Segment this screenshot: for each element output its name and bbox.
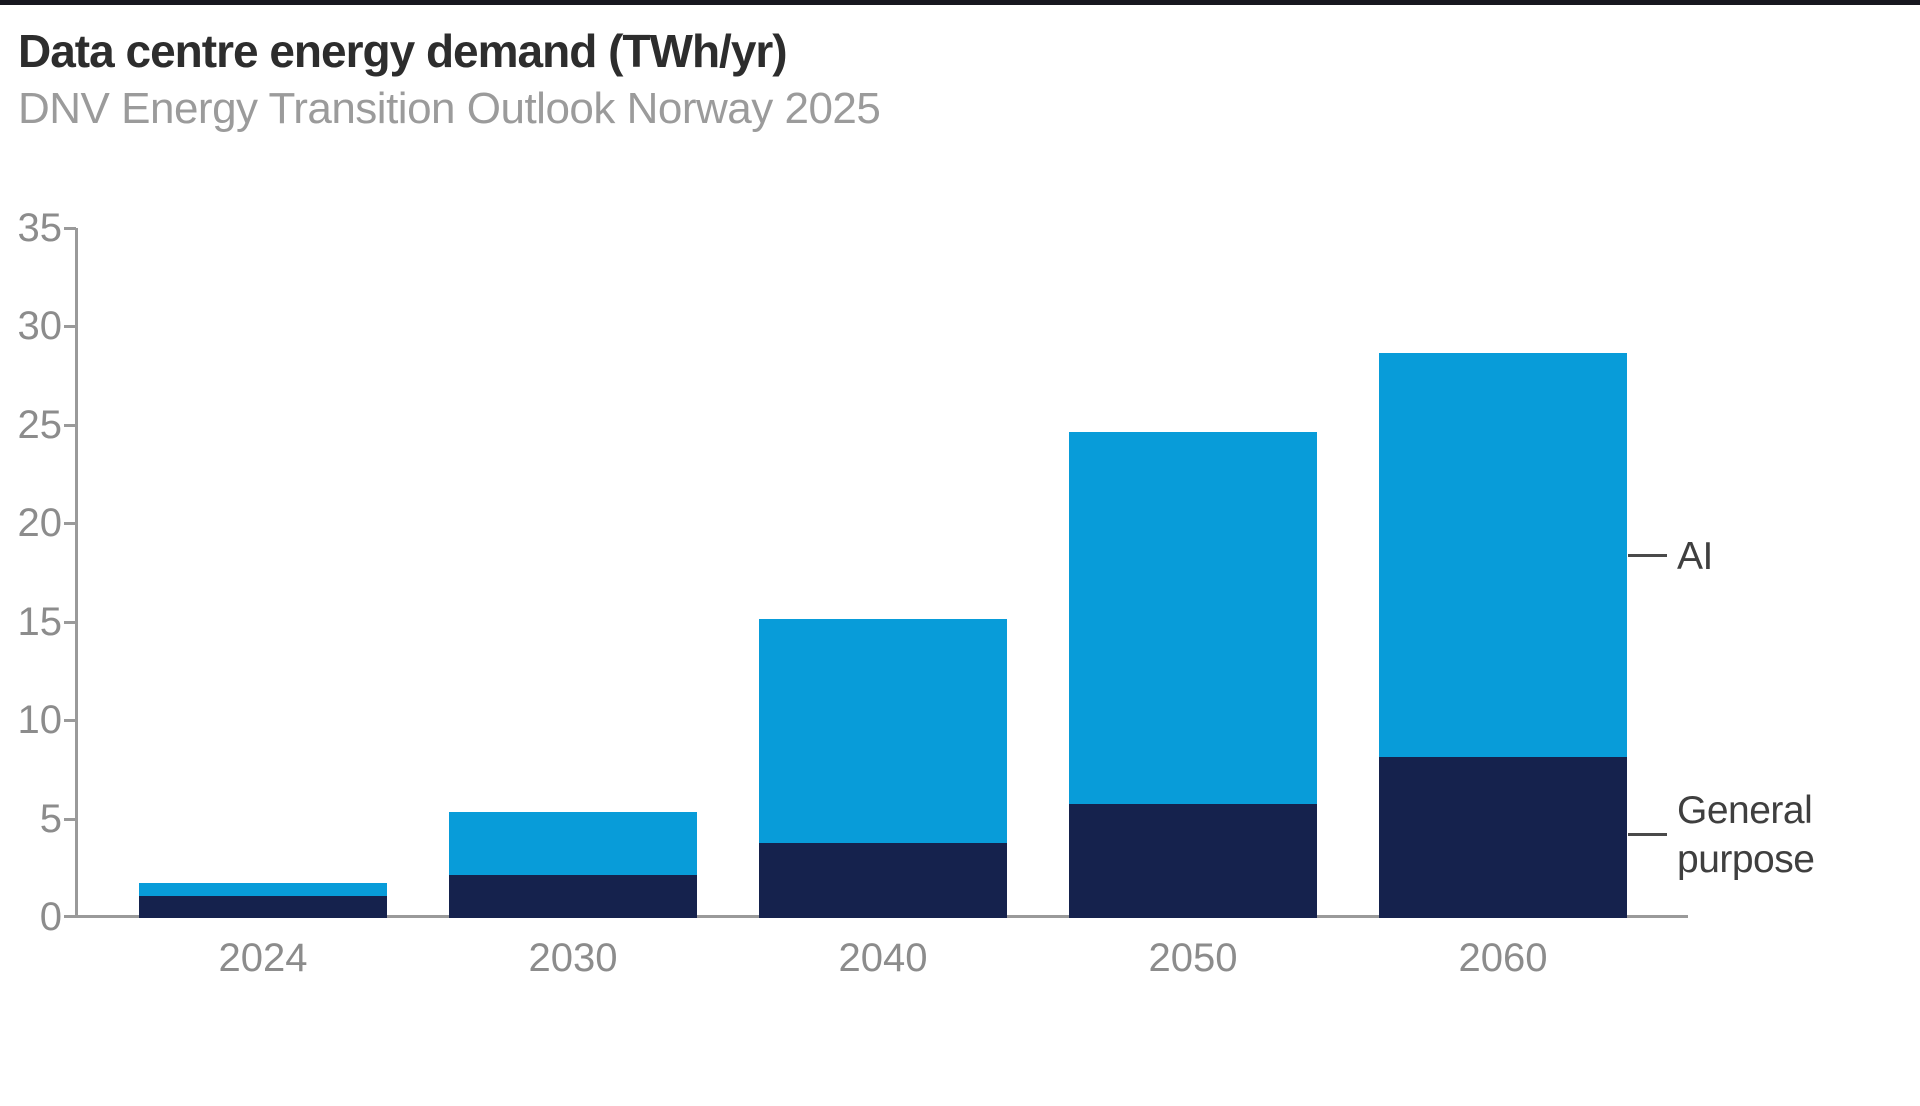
y-axis-tick bbox=[64, 522, 76, 526]
bar-segment-ai-2060 bbox=[1379, 353, 1627, 757]
legend-label-general-purpose: General purpose bbox=[1677, 789, 1815, 881]
y-axis-tick-label: 0 bbox=[39, 895, 62, 939]
y-axis-tick bbox=[64, 227, 76, 230]
bar-segment-ai-2040 bbox=[759, 618, 1007, 844]
top-accent-bar bbox=[0, 0, 1920, 5]
bar-segment-ai-2024 bbox=[139, 882, 387, 897]
y-axis-tick bbox=[64, 719, 76, 723]
general-purpose-leader-line bbox=[1628, 833, 1667, 836]
y-axis-tick bbox=[64, 620, 76, 624]
x-axis-label-2030: 2030 bbox=[528, 936, 618, 980]
bar-segment-general-purpose-2060 bbox=[1379, 756, 1627, 918]
ai-leader-line bbox=[1628, 554, 1667, 557]
x-axis-label-2060: 2060 bbox=[1458, 936, 1548, 980]
page-title: Data centre energy demand (TWh/yr) bbox=[18, 25, 788, 77]
y-axis-tick-label: 30 bbox=[17, 304, 63, 349]
y-axis-line bbox=[75, 228, 78, 918]
x-axis-label-2040: 2040 bbox=[838, 936, 928, 980]
x-axis-label-2050: 2050 bbox=[1148, 936, 1238, 980]
y-axis-tick bbox=[64, 817, 76, 821]
x-axis-label-2024: 2024 bbox=[218, 936, 308, 980]
page-subtitle: DNV Energy Transition Outlook Norway 202… bbox=[18, 84, 881, 133]
bar-segment-ai-2030 bbox=[449, 811, 697, 875]
y-axis-tick-label: 20 bbox=[17, 501, 63, 546]
y-axis-tick-label: 15 bbox=[17, 599, 63, 644]
y-axis-tick bbox=[64, 325, 76, 329]
legend-label-ai: AI bbox=[1677, 535, 1713, 578]
y-axis-tick-label: 35 bbox=[17, 206, 63, 250]
y-axis-tick bbox=[64, 423, 76, 427]
bar-segment-general-purpose-2040 bbox=[759, 843, 1007, 918]
y-axis-tick-label: 5 bbox=[39, 796, 62, 841]
bar-segment-general-purpose-2050 bbox=[1069, 803, 1317, 918]
bar-segment-ai-2050 bbox=[1069, 431, 1317, 804]
y-axis-tick-label: 10 bbox=[17, 698, 63, 743]
bar-segment-general-purpose-2024 bbox=[139, 896, 387, 918]
bar-segment-general-purpose-2030 bbox=[449, 874, 697, 918]
y-axis-tick-label: 25 bbox=[17, 402, 63, 447]
